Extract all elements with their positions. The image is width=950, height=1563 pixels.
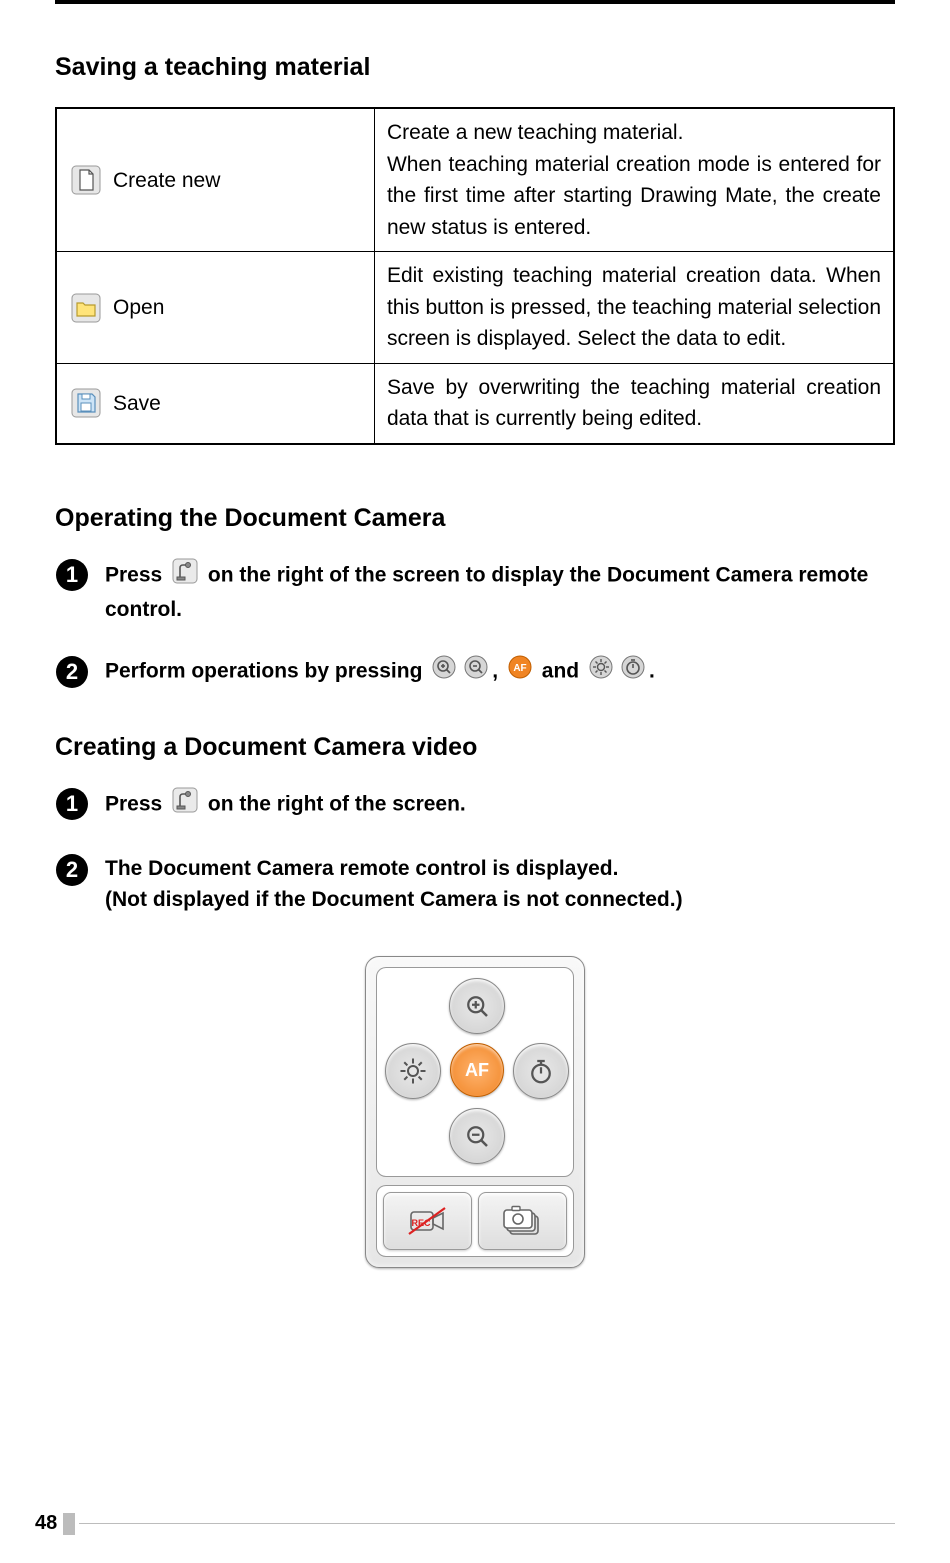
step-badge-1-icon: 1 bbox=[55, 558, 89, 592]
step-badge-1-icon: 1 bbox=[55, 787, 89, 821]
save-icon bbox=[69, 386, 103, 420]
step-1: 1 Press on the right of the screen to di… bbox=[55, 558, 895, 625]
brightness-icon bbox=[589, 655, 613, 689]
remote-rec-button[interactable]: REC bbox=[383, 1192, 472, 1250]
creating-heading: Creating a Document Camera video bbox=[55, 729, 895, 765]
create-new-icon bbox=[69, 163, 103, 197]
step-2: 2 Perform operations by pressing , AF an… bbox=[55, 655, 895, 689]
footer-line bbox=[79, 1523, 895, 1524]
svg-text:1: 1 bbox=[66, 791, 78, 816]
zoom-out-icon bbox=[464, 655, 488, 689]
step1-text-a: Press bbox=[105, 793, 168, 816]
step-badge-2-icon: 2 bbox=[55, 853, 89, 887]
zoom-in-icon bbox=[432, 655, 456, 689]
step2-period: . bbox=[649, 659, 655, 682]
af-icon: AF bbox=[508, 655, 532, 689]
create-new-label: Create new bbox=[113, 165, 220, 197]
remote-af-button[interactable]: AF bbox=[450, 1043, 504, 1097]
table-row: Open Edit existing teaching material cre… bbox=[56, 252, 894, 364]
af-label: AF bbox=[465, 1057, 489, 1083]
table-row: Save Save by overwriting the teaching ma… bbox=[56, 363, 894, 444]
open-desc: Edit existing teaching material creation… bbox=[374, 252, 894, 364]
svg-text:AF: AF bbox=[513, 663, 526, 674]
save-label: Save bbox=[113, 388, 161, 420]
page-footer: 48 bbox=[35, 1509, 895, 1538]
top-rule bbox=[55, 0, 895, 4]
open-icon bbox=[69, 291, 103, 325]
step2-line1: The Document Camera remote control is di… bbox=[105, 853, 895, 885]
remote-zoom-in-button[interactable] bbox=[449, 978, 505, 1034]
remote-illustration: AF REC bbox=[55, 956, 895, 1268]
step2-comma: , bbox=[492, 659, 504, 682]
operating-heading: Operating the Document Camera bbox=[55, 500, 895, 536]
svg-text:2: 2 bbox=[66, 857, 78, 882]
saving-heading: Saving a teaching material bbox=[55, 49, 895, 85]
save-desc: Save by overwriting the teaching materia… bbox=[374, 363, 894, 444]
svg-text:2: 2 bbox=[66, 659, 78, 684]
step1-text-b: on the right of the screen. bbox=[208, 793, 466, 816]
step-badge-2-icon: 2 bbox=[55, 655, 89, 689]
remote-zoom-out-button[interactable] bbox=[449, 1108, 505, 1164]
step2-text-a: Perform operations by pressing bbox=[105, 659, 428, 682]
timer-icon bbox=[621, 655, 645, 689]
save-material-table: Create new Create a new teaching materia… bbox=[55, 107, 895, 445]
table-row: Create new Create a new teaching materia… bbox=[56, 108, 894, 252]
remote-timer-button[interactable] bbox=[513, 1043, 569, 1099]
remote-snapshot-button[interactable] bbox=[478, 1192, 567, 1250]
step-2: 2 The Document Camera remote control is … bbox=[55, 853, 895, 916]
step1-text-a: Press bbox=[105, 563, 168, 586]
remote-brightness-button[interactable] bbox=[385, 1043, 441, 1099]
open-label: Open bbox=[113, 292, 164, 324]
step2-and: and bbox=[542, 659, 585, 682]
page-number: 48 bbox=[35, 1509, 57, 1538]
footer-accent bbox=[63, 1513, 75, 1535]
create-new-desc: Create a new teaching material. When tea… bbox=[374, 108, 894, 252]
step-1: 1 Press on the right of the screen. bbox=[55, 787, 895, 823]
step1-text-b: on the right of the screen to display th… bbox=[105, 563, 868, 620]
step2-line2: (Not displayed if the Document Camera is… bbox=[105, 884, 895, 916]
svg-text:1: 1 bbox=[66, 562, 78, 587]
doc-cam-icon bbox=[172, 558, 198, 594]
doc-cam-icon bbox=[172, 787, 198, 823]
